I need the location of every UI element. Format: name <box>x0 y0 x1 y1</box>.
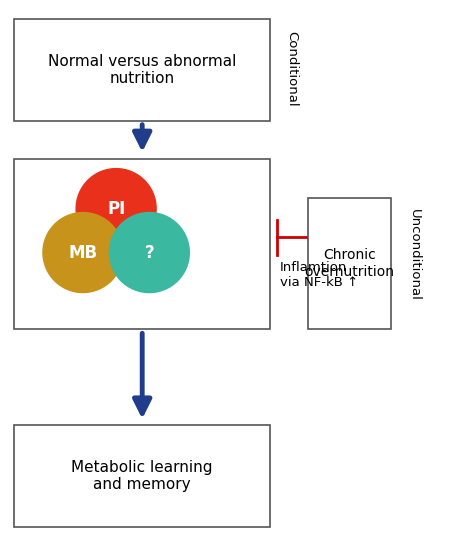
Ellipse shape <box>109 212 189 293</box>
FancyBboxPatch shape <box>308 198 391 329</box>
Text: Unconditional: Unconditional <box>408 209 421 301</box>
Text: PI: PI <box>107 200 125 217</box>
Text: Conditional: Conditional <box>285 31 298 107</box>
FancyBboxPatch shape <box>14 425 270 527</box>
Ellipse shape <box>76 169 156 249</box>
Ellipse shape <box>43 212 123 293</box>
Text: Metabolic learning
and memory: Metabolic learning and memory <box>72 460 213 492</box>
Text: Inflamtion
via NF-kB ↑: Inflamtion via NF-kB ↑ <box>280 261 358 289</box>
FancyBboxPatch shape <box>14 19 270 121</box>
FancyBboxPatch shape <box>14 159 270 329</box>
Text: MB: MB <box>68 244 98 261</box>
Text: Chronic
overnutrition: Chronic overnutrition <box>305 248 394 279</box>
Text: Normal versus abnormal
nutrition: Normal versus abnormal nutrition <box>48 54 237 86</box>
Text: ?: ? <box>145 244 154 261</box>
